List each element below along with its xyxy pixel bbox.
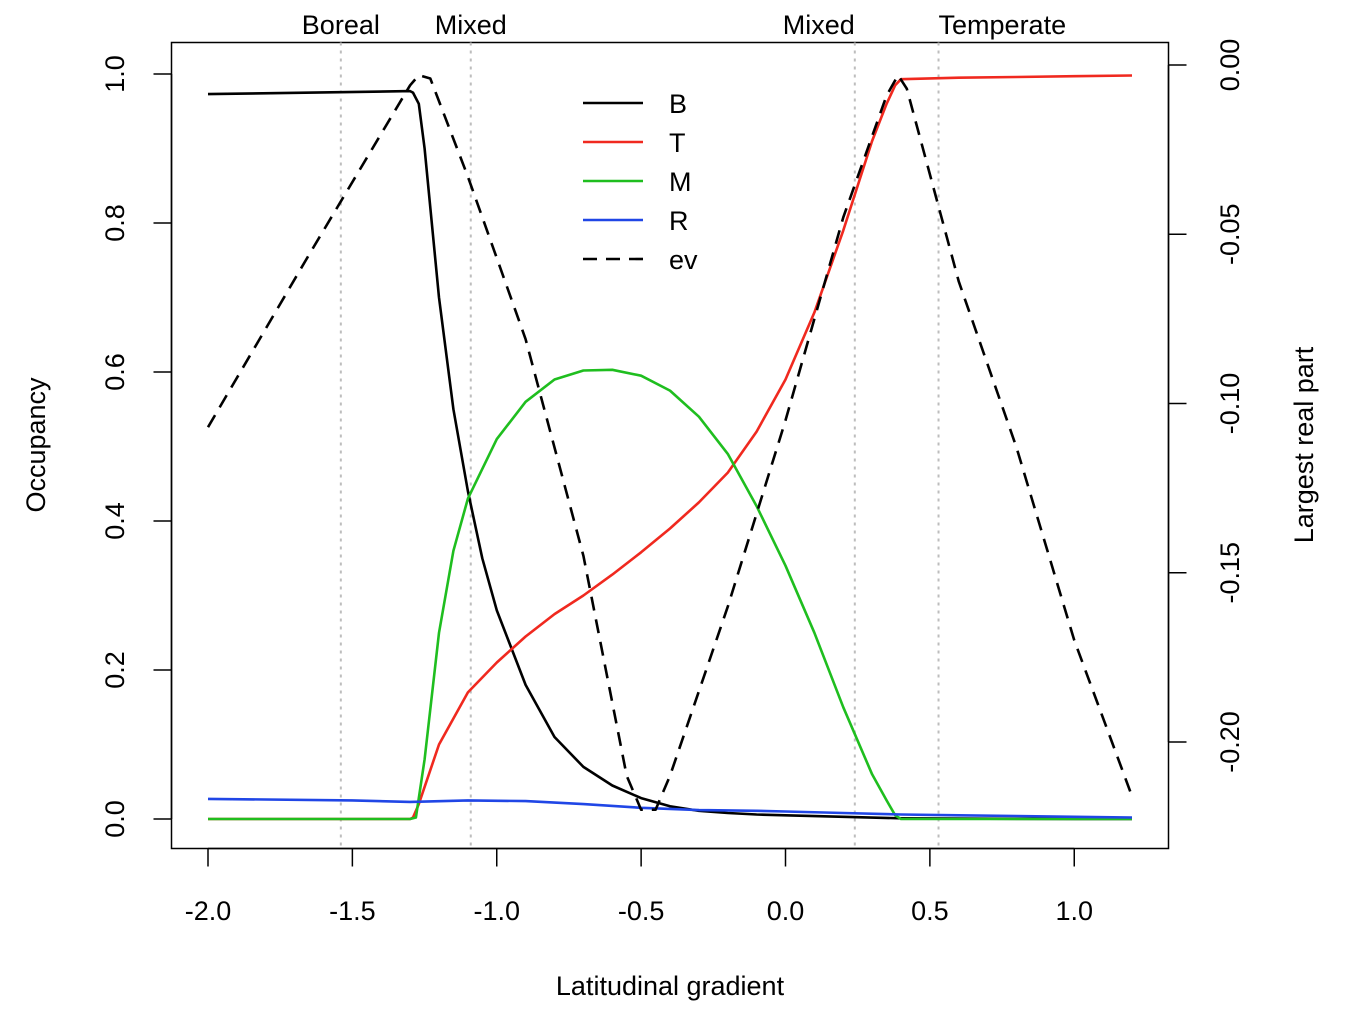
x-tick-label-5: 0.5	[911, 896, 949, 926]
y-tick-label-5: 1.0	[100, 55, 130, 93]
legend-label-r: R	[669, 206, 689, 236]
x-tick-label-1: -1.5	[329, 896, 376, 926]
y-axis-title: Occupancy	[21, 377, 51, 513]
series-line-t	[208, 74, 1133, 821]
y2-axis-title: Largest real part	[1289, 346, 1319, 543]
legend-label-m: M	[669, 167, 692, 197]
series-line-m	[208, 368, 1132, 821]
axes-group: -2.0 -1.5 -1.0 -0.5 0.0 0.5 1.0 0.0 0.2 0.4 0.6 0.8…	[100, 39, 1245, 926]
y-tick-label-1: 0.2	[100, 651, 130, 689]
series-line-ev	[206, 73, 1134, 811]
zone-label-boreal-0: Boreal	[302, 10, 380, 40]
y2-tick-label-3: -0.15	[1215, 542, 1245, 604]
x-tick-label-3: -0.5	[618, 896, 665, 926]
zone-label-mixed-2: Mixed	[783, 10, 855, 40]
y2-tick-label-2: -0.10	[1215, 373, 1245, 435]
legend-label-b: B	[669, 89, 687, 119]
zone-label-mixed-1: Mixed	[435, 10, 507, 40]
y2-tick-label-1: -0.05	[1215, 203, 1245, 265]
y2-tick-label-4: -0.20	[1215, 711, 1245, 773]
y-tick-label-2: 0.4	[100, 502, 130, 540]
legend-label-t: T	[669, 128, 686, 158]
x-tick-label-4: 0.0	[767, 896, 805, 926]
x-tick-label-6: 1.0	[1055, 896, 1093, 926]
y-tick-label-0: 0.0	[100, 800, 130, 838]
zone-label-temperate-3: Temperate	[939, 10, 1067, 40]
x-axis-title: Latitudinal gradient	[556, 971, 785, 1001]
series-line-r	[207, 797, 1133, 819]
zone-divider-group: Boreal Mixed Mixed Temperate	[302, 10, 1066, 849]
y2-tick-label-0: 0.00	[1215, 39, 1245, 92]
x-tick-label-0: -2.0	[185, 896, 232, 926]
y-tick-label-4: 0.8	[100, 204, 130, 242]
series-line-b	[207, 89, 1132, 821]
legend-label-ev: ev	[669, 245, 698, 275]
plot-frame	[170, 41, 1170, 850]
y-tick-label-3: 0.6	[100, 353, 130, 391]
x-tick-label-2: -1.0	[473, 896, 520, 926]
series-group	[206, 73, 1134, 821]
